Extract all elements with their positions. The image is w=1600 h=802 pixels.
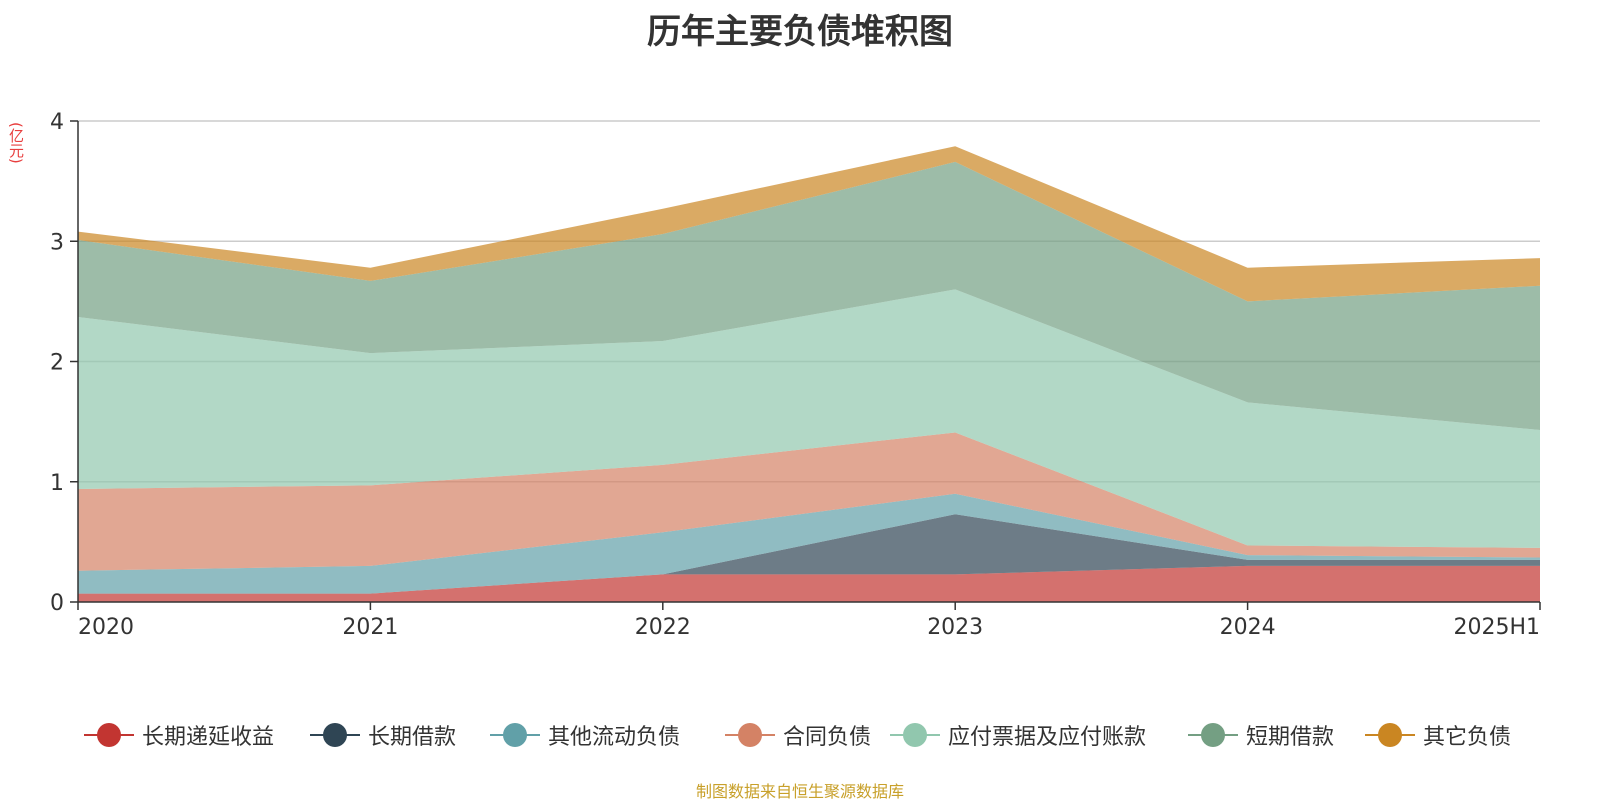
legend-label: 短期借款 [1246, 725, 1335, 750]
source-note: 制图数据来自恒生聚源数据库 [695, 782, 904, 801]
stacked-area-chart: 0 1 2 3 4 2020 2021 2022 2023 2024 2025H1 [50, 110, 1541, 640]
x-tick-label: 2022 [635, 615, 691, 640]
x-tick-label: 2025H1 [1453, 615, 1540, 640]
x-tick-label: 2021 [342, 615, 398, 640]
legend-dot-icon [1378, 723, 1402, 747]
legend-marker-icon [725, 719, 775, 751]
legend-marker-icon [84, 719, 134, 751]
legend-marker-icon [1365, 719, 1415, 751]
y-tick-label: 1 [50, 471, 64, 496]
area-series-合同负债 [78, 432, 1540, 571]
x-tick-label: 2020 [78, 615, 134, 640]
y-tick-label: 0 [50, 591, 64, 616]
legend-item[interactable]: 其他流动负债 [490, 718, 680, 752]
legend-item[interactable]: 应付票据及应付账款 [890, 718, 1146, 752]
legend-dot-icon [503, 723, 527, 747]
legend-dot-icon [323, 723, 347, 747]
legend-label: 其它负债 [1423, 725, 1512, 750]
area-series-短期借款 [78, 161, 1540, 431]
legend-dot-icon [1201, 723, 1225, 747]
legend-marker-icon [890, 719, 940, 751]
legend-dot-icon [738, 723, 762, 747]
y-tick-label: 2 [50, 351, 64, 376]
legend: 长期递延收益 长期借款 其他流动负债 合同负债 应付票据及应付账款 短期借款 其它负债 [0, 718, 1600, 758]
area-series-其他流动负债 [78, 493, 1540, 594]
legend-item[interactable]: 短期借款 [1188, 718, 1334, 752]
legend-marker-icon [490, 719, 540, 751]
legend-label: 长期递延收益 [142, 725, 275, 750]
legend-label: 长期借款 [368, 725, 457, 750]
legend-marker-icon [1188, 719, 1238, 751]
legend-item[interactable]: 长期借款 [310, 718, 456, 752]
area-series-其它负债 [78, 146, 1540, 302]
x-tick-label: 2023 [927, 615, 983, 640]
legend-label: 合同负债 [783, 725, 872, 750]
area-series-长期递延收益 [78, 565, 1540, 602]
chart-title: 历年主要负债堆积图 [647, 12, 953, 52]
legend-item[interactable]: 其它负债 [1365, 718, 1511, 752]
x-tick-label: 2024 [1220, 615, 1276, 640]
area-series-长期借款 [78, 514, 1540, 594]
legend-dot-icon [97, 723, 121, 747]
legend-item[interactable]: 长期递延收益 [84, 718, 274, 752]
legend-label: 应付票据及应付账款 [948, 725, 1147, 750]
area-series-应付票据及应付账款 [78, 289, 1540, 548]
legend-label: 其他流动负债 [548, 725, 681, 750]
legend-item[interactable]: 合同负债 [725, 718, 871, 752]
y-tick-label: 4 [50, 110, 64, 135]
legend-dot-icon [903, 723, 927, 747]
y-axis-unit: (亿元) [7, 122, 25, 164]
legend-marker-icon [310, 719, 360, 751]
y-tick-label: 3 [50, 230, 64, 255]
